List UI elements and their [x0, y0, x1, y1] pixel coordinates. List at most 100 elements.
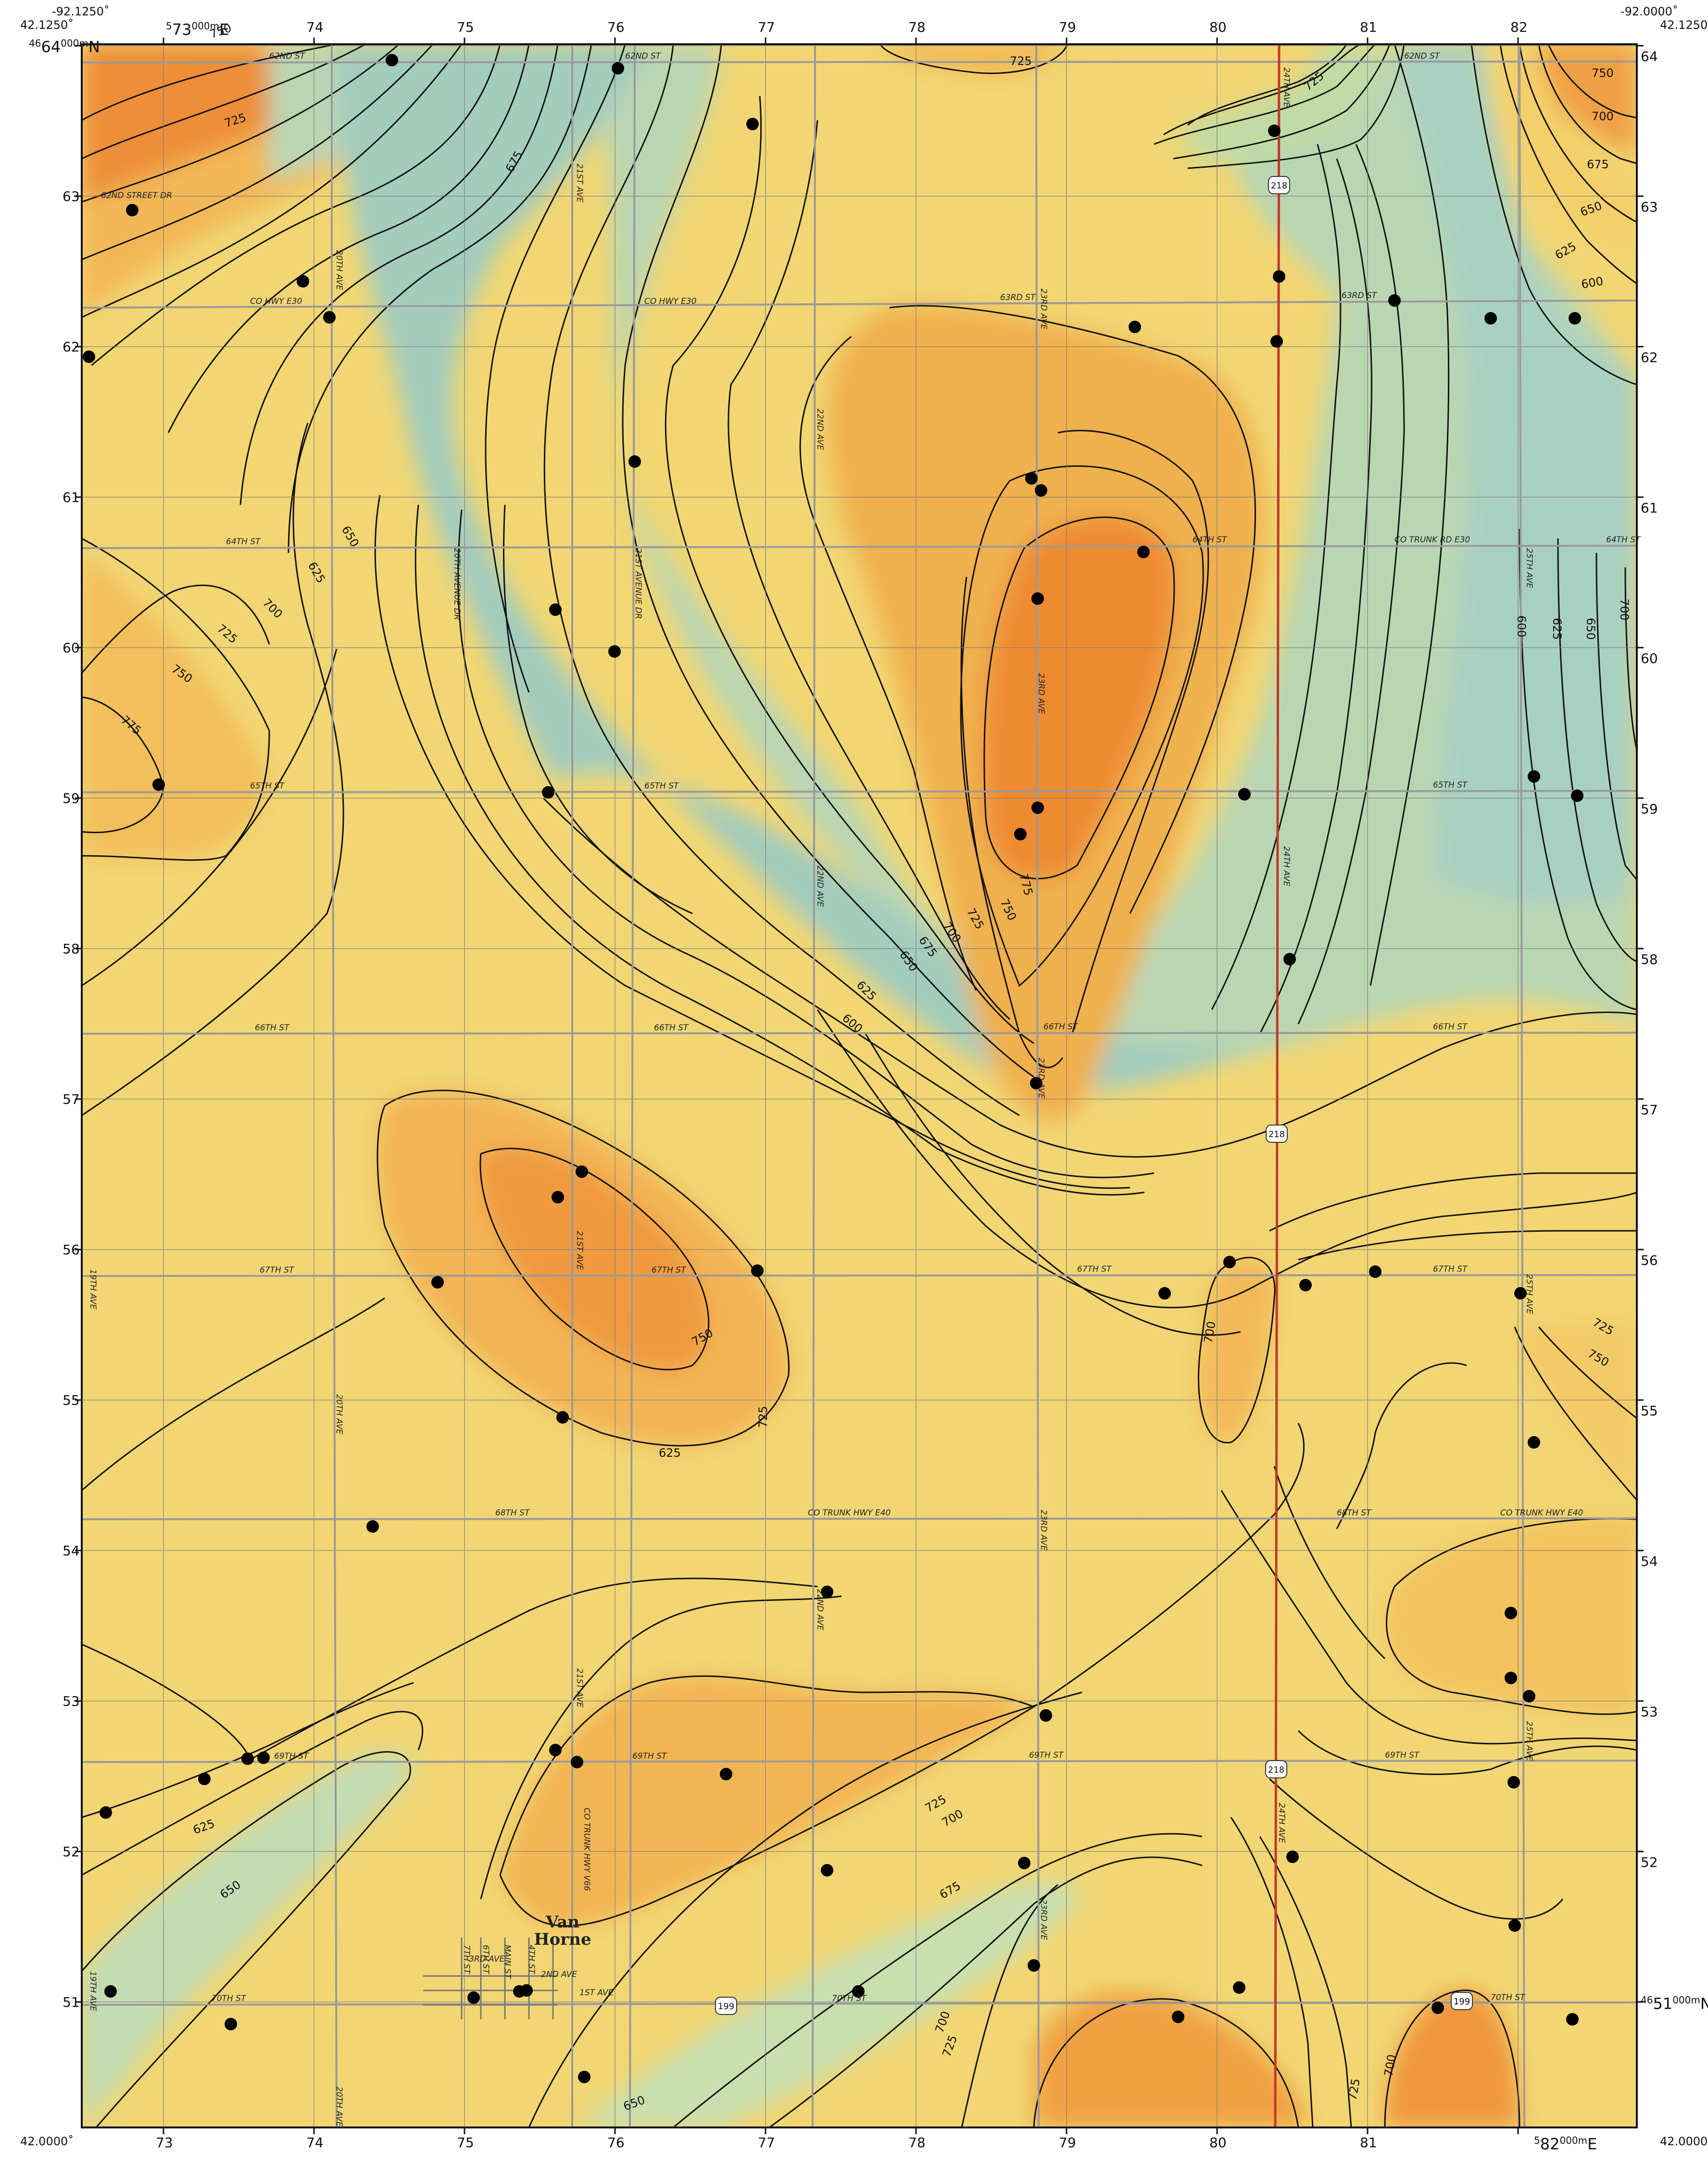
mid-zone-left-59 — [82, 553, 269, 859]
map-frame — [81, 43, 1638, 2128]
road-label: 20TH AVE — [334, 1394, 344, 1435]
sample-point — [104, 1985, 117, 1998]
road-label: 21ST AVE — [575, 163, 584, 203]
sample-point — [556, 1411, 569, 1424]
contour-line — [377, 1089, 790, 1447]
route-shield-218: 218 — [1266, 1125, 1288, 1143]
northing-label-left: 55 — [63, 1392, 80, 1408]
contour-line — [1057, 430, 1209, 1034]
svg-text:218: 218 — [1271, 181, 1287, 191]
sample-point — [241, 1752, 254, 1765]
sample-point — [366, 1520, 379, 1533]
sample-point — [1369, 1265, 1381, 1278]
sample-point — [297, 275, 309, 288]
contour-line — [485, 44, 626, 693]
contour-line — [1259, 158, 1372, 1034]
sample-point — [1238, 788, 1251, 801]
easting-label-top: 81 — [1360, 19, 1377, 35]
contour-line — [1154, 44, 1376, 145]
contour-line — [1386, 1586, 1637, 1715]
road-label: 21ST AVE — [575, 1231, 584, 1270]
contour-line — [799, 336, 977, 991]
sample-point — [152, 778, 165, 791]
easting-label-top: 77 — [758, 19, 775, 35]
sample-point — [1040, 1709, 1052, 1722]
road-label: 22ND AVE — [815, 1589, 825, 1630]
road-label: 66TH ST — [1043, 1022, 1079, 1032]
road-label: 19TH AVE — [88, 1269, 98, 1310]
easting-label-bottom: 77 — [758, 2135, 775, 2151]
northing-label-right: 64 — [1641, 49, 1658, 64]
sample-point — [821, 1586, 833, 1598]
top-easting-origin: 573000mE — [166, 20, 229, 39]
road-label: 67TH ST — [260, 1265, 295, 1275]
sample-point — [1014, 828, 1027, 840]
corner-top-right-lat: 42.1250 — [1660, 18, 1708, 32]
sample-point — [542, 786, 554, 799]
sample-point — [608, 645, 621, 658]
contour-line — [82, 538, 270, 731]
sample-point — [225, 2018, 237, 2030]
road-69th-st — [82, 1760, 1637, 1763]
route-shield-218: 218 — [1268, 176, 1290, 194]
sample-point — [520, 1984, 533, 1997]
road-label: 23RD AVE — [1036, 1058, 1046, 1099]
route-shield-199: 199 — [715, 1997, 737, 2015]
road-label: 20TH AVE — [334, 2087, 344, 2127]
valley-right — [1394, 44, 1637, 903]
road-label: CO HWY E30 — [250, 297, 302, 306]
contour-line — [983, 516, 1175, 880]
sample-point — [1523, 1690, 1535, 1702]
road-67th-st — [82, 1274, 1637, 1277]
road-label: 62ND STREET DR — [101, 191, 172, 200]
contour-line — [1297, 144, 1405, 1025]
contour-line — [167, 44, 530, 433]
northing-label-right: 58 — [1641, 951, 1658, 967]
corner-bottom-right-lat: 42.0000 — [1660, 2135, 1708, 2148]
easting-label-bottom: 79 — [1059, 2135, 1076, 2151]
northing-label-left: 53 — [63, 1693, 80, 1709]
contour-line — [542, 797, 1637, 1158]
sample-point — [1031, 592, 1044, 605]
sample-point — [1273, 270, 1285, 283]
sample-point — [612, 62, 624, 75]
contour-line — [528, 1691, 1082, 2127]
contour-line — [239, 44, 559, 505]
road-label: 67TH ST — [652, 1265, 687, 1275]
road-label: 67TH ST — [1077, 1264, 1112, 1274]
contour-line — [1557, 538, 1637, 963]
low-zone-topright-band — [1184, 44, 1394, 162]
road-label: 6TH ST — [481, 1945, 490, 1975]
contour-line — [480, 1595, 842, 1900]
sample-point — [467, 1991, 480, 2004]
sample-point — [1569, 312, 1581, 325]
easting-label-top: 76 — [607, 19, 625, 35]
easting-label-top: 74 — [306, 19, 324, 35]
road-label: 67TH ST — [1433, 1264, 1468, 1274]
road-label: 21ST AVE — [575, 1668, 584, 1708]
contour-value-label: 625 — [1550, 618, 1564, 640]
road-label: 65TH ST — [250, 781, 285, 791]
contour-value-label: 650 — [1584, 618, 1597, 640]
contour-value-label: 725 — [756, 1406, 770, 1428]
contour-line — [1519, 44, 1637, 223]
peak-zone-central — [984, 517, 1174, 879]
contour-line — [1033, 1423, 1305, 1708]
contour-line — [1187, 44, 1347, 126]
road-label: 23RD AVE — [1039, 288, 1048, 329]
contour-line — [82, 44, 366, 160]
sample-point — [1505, 1672, 1517, 1684]
sample-points — [83, 54, 1583, 2083]
mid-zone-right-55 — [1515, 1322, 1637, 1500]
contour-line — [82, 44, 434, 261]
sample-point — [1388, 294, 1401, 307]
road-label: 25TH AVE — [1524, 548, 1534, 588]
northing-label-right: 62 — [1641, 350, 1658, 365]
contour-line — [1173, 44, 1391, 160]
high-zone-80-55 — [1198, 1257, 1275, 1443]
northing-label-left: 56 — [63, 1242, 80, 1258]
contour-line — [82, 423, 344, 1116]
easting-label-top: 75 — [457, 19, 474, 35]
easting-label-bottom: 80 — [1209, 2135, 1227, 2151]
sample-point — [1172, 2011, 1184, 2023]
